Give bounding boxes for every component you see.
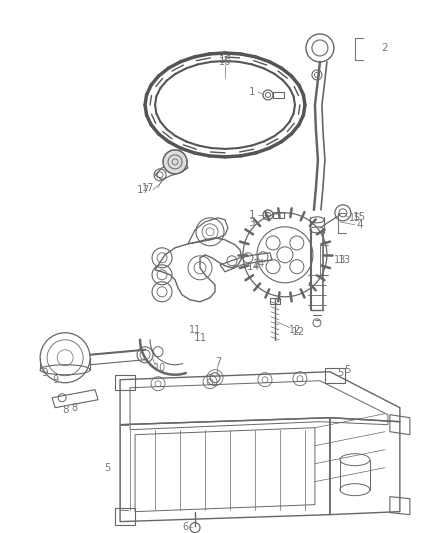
Text: 1: 1 [248,87,255,97]
Text: 15: 15 [349,213,361,223]
Text: 8: 8 [62,405,68,415]
Text: 17: 17 [136,185,150,195]
Text: 4: 4 [357,220,363,230]
Text: 14: 14 [247,262,260,272]
Text: 10: 10 [154,363,166,373]
Text: 17: 17 [142,183,154,193]
Text: 14: 14 [253,259,265,269]
Text: 9: 9 [52,375,58,385]
Text: 6: 6 [182,522,188,531]
Text: 5: 5 [104,463,110,473]
Text: 5: 5 [337,368,343,378]
Text: 16: 16 [219,55,232,65]
Text: 8: 8 [71,403,77,413]
Text: 5: 5 [345,365,351,375]
Text: 2: 2 [381,43,388,53]
Text: 16: 16 [219,57,231,67]
Text: 1: 1 [248,210,255,220]
Text: 12: 12 [289,325,301,335]
Text: 11: 11 [189,325,201,335]
Text: 13: 13 [338,255,352,265]
Text: 15: 15 [353,212,367,222]
Text: 13: 13 [334,255,346,265]
Circle shape [163,150,187,174]
Text: 7: 7 [215,357,221,367]
Text: 3: 3 [248,218,255,228]
Text: 12: 12 [291,327,304,337]
Text: 9: 9 [42,368,49,378]
Text: 11: 11 [194,333,207,343]
